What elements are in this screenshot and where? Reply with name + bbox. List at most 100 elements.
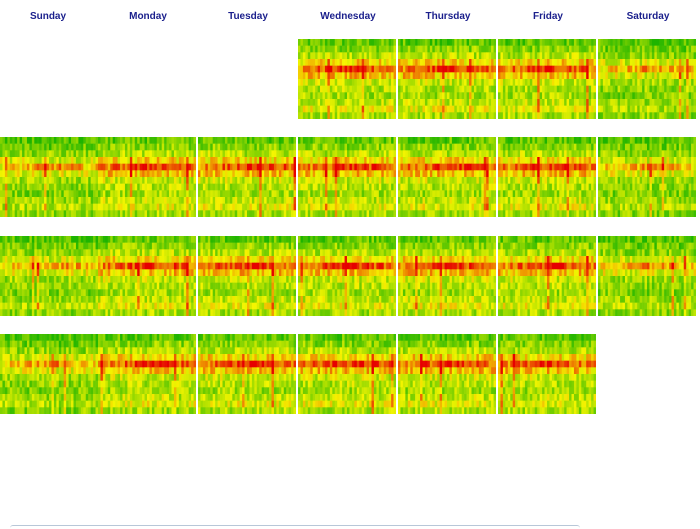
heat-mark	[612, 157, 616, 164]
heat-mark	[205, 210, 209, 217]
heat-mark	[432, 52, 436, 60]
heat-mark	[573, 177, 577, 184]
heat-mark	[132, 163, 136, 171]
heat-mark	[569, 150, 572, 158]
heat-mark	[434, 137, 438, 144]
heat-mark	[102, 203, 106, 211]
heat-mark	[75, 197, 79, 204]
heat-mark	[205, 137, 209, 144]
heat-mark	[334, 157, 338, 164]
heat-mark	[151, 163, 155, 171]
heat-mark	[337, 85, 340, 93]
heat-mark	[320, 72, 323, 80]
heat-mark	[354, 170, 358, 178]
heat-mark	[400, 203, 404, 211]
heat-mark	[554, 79, 558, 86]
heat-mark	[310, 203, 313, 211]
heat-mark	[278, 137, 282, 144]
heat-mark	[393, 210, 396, 217]
heat-mark	[327, 59, 331, 66]
heat-mark	[586, 143, 589, 151]
heat-mark	[432, 137, 436, 144]
heat-mark	[147, 150, 150, 158]
heat-mark	[515, 203, 518, 211]
heat-mark	[537, 92, 540, 100]
heat-mark	[359, 210, 362, 217]
heat-mark	[373, 99, 377, 106]
heat-mark	[502, 150, 506, 158]
heat-mark	[651, 92, 655, 100]
heat-mark	[24, 157, 28, 164]
heat-mark	[342, 72, 345, 80]
heat-mark	[576, 72, 580, 80]
heat-mark	[19, 163, 23, 171]
heat-mark	[324, 79, 328, 86]
heat-mark	[0, 203, 3, 211]
heat-mark	[317, 59, 321, 66]
heat-mark	[656, 143, 660, 151]
heat-mark	[354, 197, 358, 204]
heat-mark	[159, 150, 162, 158]
heat-mark	[53, 150, 57, 158]
heat-mark	[41, 190, 45, 198]
heat-mark	[442, 157, 445, 164]
heat-mark	[512, 112, 516, 119]
heat-mark	[539, 72, 543, 80]
heat-mark	[95, 210, 98, 217]
heat-mark	[569, 177, 572, 184]
heat-mark	[46, 210, 50, 217]
heat-mark	[639, 45, 643, 53]
heat-mark	[293, 190, 296, 198]
heat-mark	[288, 143, 292, 151]
heat-mark	[612, 112, 616, 119]
heat-mark	[9, 150, 13, 158]
heat-mark	[491, 105, 494, 113]
heat-mark	[473, 39, 477, 46]
heat-mark	[369, 39, 372, 46]
heat-mark	[427, 105, 431, 113]
heat-mark	[429, 112, 433, 119]
heat-mark	[317, 99, 321, 106]
heat-mark	[312, 137, 316, 144]
heat-mark	[573, 150, 577, 158]
heat-mark	[488, 92, 492, 100]
heat-mark	[500, 163, 504, 171]
heat-mark	[381, 85, 385, 93]
heat-mark	[302, 183, 306, 191]
heat-mark	[471, 137, 475, 144]
heat-mark	[100, 177, 104, 184]
heat-mark	[398, 92, 401, 100]
heat-mark	[66, 137, 69, 144]
heat-mark	[132, 137, 136, 144]
heat-mark	[83, 143, 87, 151]
heat-mark	[686, 99, 689, 106]
heat-mark	[220, 177, 223, 184]
heat-mark	[454, 170, 458, 178]
heat-mark	[169, 197, 172, 204]
heat-mark	[46, 183, 50, 191]
heat-mark	[66, 190, 69, 198]
heat-mark	[644, 137, 648, 144]
heat-mark	[632, 39, 636, 46]
heat-mark	[534, 150, 538, 158]
heat-mark	[493, 65, 496, 73]
heat-mark	[242, 150, 245, 158]
heat-mark	[502, 197, 506, 204]
heat-mark	[676, 105, 680, 113]
heat-mark	[634, 65, 638, 73]
heat-mark	[476, 85, 480, 93]
heat-mark	[237, 197, 240, 204]
heat-mark	[75, 177, 79, 184]
heat-mark	[371, 59, 375, 66]
heat-mark	[73, 190, 77, 198]
heat-mark	[254, 183, 258, 191]
heat-mark	[405, 92, 409, 100]
heat-mark	[391, 85, 394, 93]
heat-mark	[300, 79, 304, 86]
heat-mark	[117, 143, 121, 151]
heat-mark	[41, 170, 45, 178]
heat-mark	[683, 52, 687, 60]
heat-mark	[134, 137, 138, 144]
heat-mark	[229, 150, 233, 158]
heat-mark	[271, 143, 275, 151]
